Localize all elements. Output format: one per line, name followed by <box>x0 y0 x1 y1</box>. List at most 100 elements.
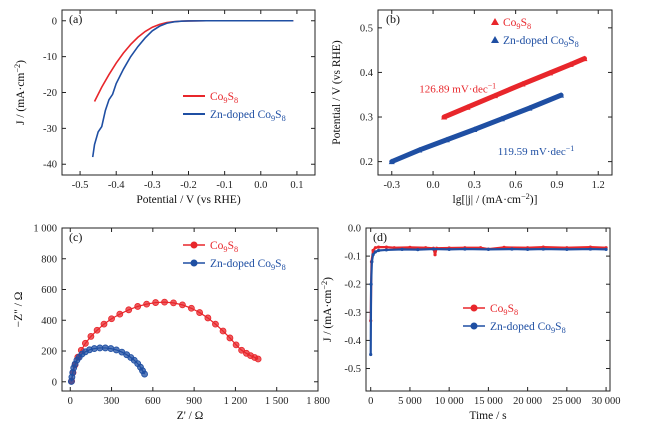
data-point <box>125 306 133 314</box>
data-point <box>388 158 395 165</box>
data-point <box>370 260 374 264</box>
legend-label: Co9​S8​ <box>210 240 238 254</box>
series-zn-doped-co9s8 <box>388 92 565 165</box>
legend-label: Zn-doped Co9​S8​ <box>210 109 286 123</box>
panel-label: (a) <box>69 12 82 26</box>
data-point <box>510 247 514 251</box>
legend: Co9​S8​ Zn-doped Co9​S8​ <box>183 240 286 272</box>
y-tick-label: 400 <box>41 316 57 327</box>
legend: Co9​S8​ Zn-doped Co9​S8​ <box>491 17 579 49</box>
data-point <box>447 247 451 251</box>
x-tick-label: 900 <box>186 396 202 407</box>
data-point <box>565 247 569 251</box>
legend-swatch-marker <box>470 304 478 312</box>
data-point <box>107 345 115 352</box>
legend-label: Co9​S8​ <box>490 303 518 317</box>
legend-label: Co9​S8​ <box>503 17 531 31</box>
x-tick-label: 600 <box>145 396 161 407</box>
data-point <box>384 248 388 252</box>
data-point <box>443 136 450 143</box>
data-point <box>558 92 565 98</box>
panel-label: (b) <box>386 12 400 26</box>
series-line <box>91 19 294 158</box>
data-point <box>373 250 378 254</box>
x-tick-label: 1.2 <box>592 180 605 191</box>
x-axis-title: lg[|j| / (mA·cm−2​)] <box>453 192 538 206</box>
legend: Co9​S8​ Zn-doped Co9​S8​ <box>183 91 286 123</box>
x-tick-label: 5 000 <box>398 396 422 407</box>
data-point <box>547 69 554 76</box>
data-point <box>371 253 375 257</box>
x-tick-label: 0.9 <box>550 180 563 191</box>
legend-label: Co9​S8​ <box>210 91 238 105</box>
x-tick-label: -0.4 <box>108 180 125 191</box>
x-tick-label: 0.1 <box>290 180 303 191</box>
data-point <box>90 345 98 352</box>
data-point <box>541 247 545 251</box>
legend-swatch <box>491 36 499 43</box>
data-point <box>152 299 159 306</box>
data-point <box>431 247 436 251</box>
data-point <box>498 115 505 122</box>
x-tick-label: 0.3 <box>468 180 481 191</box>
data-point <box>238 346 246 354</box>
series-line <box>369 247 607 355</box>
y-tick-label: -0.3 <box>344 308 361 319</box>
panel-label: (d) <box>373 230 387 244</box>
data-point <box>384 245 388 249</box>
data-point <box>212 320 219 328</box>
y-tick-label: -0.4 <box>344 336 361 347</box>
legend-swatch-marker <box>190 241 198 249</box>
x-tick-label: 1 500 <box>265 396 289 407</box>
data-point <box>376 248 381 253</box>
x-tick-label: 20 000 <box>513 396 542 407</box>
x-tick-label: 300 <box>104 396 120 407</box>
panel-label: (c) <box>69 230 82 244</box>
x-tick-label: -0.2 <box>180 180 197 191</box>
data-point <box>604 247 608 251</box>
data-point <box>567 61 574 67</box>
y-tick-label: 800 <box>41 254 57 265</box>
x-tick-label: -0.3 <box>144 180 161 191</box>
data-point <box>408 245 412 249</box>
x-tick-label: 15 000 <box>474 396 503 407</box>
y-axis-title: J / (mA·cm−2​) <box>13 60 27 125</box>
data-point <box>232 341 240 349</box>
x-tick-label: 0 <box>68 396 73 407</box>
x-tick-label: 1 200 <box>224 396 248 407</box>
slope-annotation: 119.59 mV·dec−1​ <box>498 144 574 158</box>
data-point <box>416 147 423 153</box>
y-tick-label: -10 <box>43 52 57 63</box>
data-point <box>219 327 227 335</box>
x-tick-label: 30 000 <box>592 396 621 407</box>
x-tick-label: 0.6 <box>509 180 522 191</box>
data-point <box>369 282 373 286</box>
data-point <box>196 309 204 316</box>
panel-2: -0.3 0.0 0.3 0.6 0.9 1.2 0.2 0.3 0.4 0.5 lg[|j| / … <box>331 9 613 206</box>
y-tick-label: 0.3 <box>360 113 373 124</box>
data-point <box>141 370 148 378</box>
x-tick-label: 0.0 <box>426 180 439 191</box>
y-tick-label: -20 <box>43 88 57 99</box>
data-point <box>519 81 526 87</box>
y-tick-label: 0.4 <box>360 68 374 79</box>
legend-label: Zn-doped Co9​S8​ <box>503 35 579 49</box>
data-point <box>588 247 592 251</box>
y-tick-label: 0 <box>52 377 57 388</box>
y-tick-label: 200 <box>41 347 57 358</box>
data-point <box>416 248 420 252</box>
data-point <box>161 298 168 306</box>
data-point <box>371 248 375 253</box>
data-point <box>392 246 396 250</box>
y-tick-label: 1 000 <box>33 224 57 235</box>
data-point <box>373 246 378 250</box>
legend-swatch-marker <box>470 322 478 330</box>
series-co9s8 <box>68 298 262 385</box>
legend-swatch-marker <box>190 259 198 267</box>
y-tick-label: 0.5 <box>360 23 373 34</box>
data-point <box>226 334 234 342</box>
y-tick-label: -0.1 <box>344 252 361 263</box>
data-point <box>170 299 177 307</box>
data-point <box>492 92 498 99</box>
